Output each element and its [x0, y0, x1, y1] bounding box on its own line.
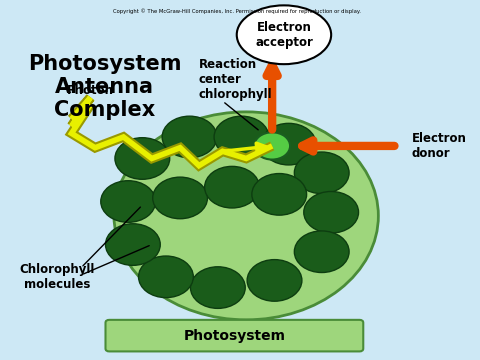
Circle shape [204, 166, 259, 208]
FancyBboxPatch shape [106, 320, 363, 351]
Text: Electron
donor: Electron donor [411, 132, 466, 160]
Circle shape [191, 267, 245, 309]
Text: Electron
acceptor: Electron acceptor [255, 21, 313, 49]
Circle shape [153, 177, 207, 219]
Circle shape [254, 132, 290, 159]
Text: Copyright © The McGraw-Hill Companies, Inc. Permission required for reproduction: Copyright © The McGraw-Hill Companies, I… [113, 9, 360, 14]
Circle shape [247, 260, 302, 301]
Circle shape [139, 256, 193, 298]
Circle shape [162, 116, 217, 158]
Circle shape [101, 181, 156, 222]
Circle shape [261, 123, 316, 165]
Ellipse shape [237, 5, 331, 64]
Text: Photosystem
Antenna
Complex: Photosystem Antenna Complex [28, 54, 181, 120]
Circle shape [115, 138, 170, 179]
Circle shape [304, 192, 359, 233]
Circle shape [294, 231, 349, 273]
Text: Photosystem: Photosystem [183, 329, 286, 343]
Circle shape [214, 116, 269, 158]
Circle shape [106, 224, 160, 265]
Ellipse shape [114, 112, 378, 320]
Text: Reaction
center
chlorophyll: Reaction center chlorophyll [199, 58, 273, 101]
Text: Chlorophyll
molecules: Chlorophyll molecules [20, 263, 95, 291]
Text: Photon: Photon [67, 84, 114, 97]
Circle shape [294, 152, 349, 194]
Circle shape [252, 174, 307, 215]
